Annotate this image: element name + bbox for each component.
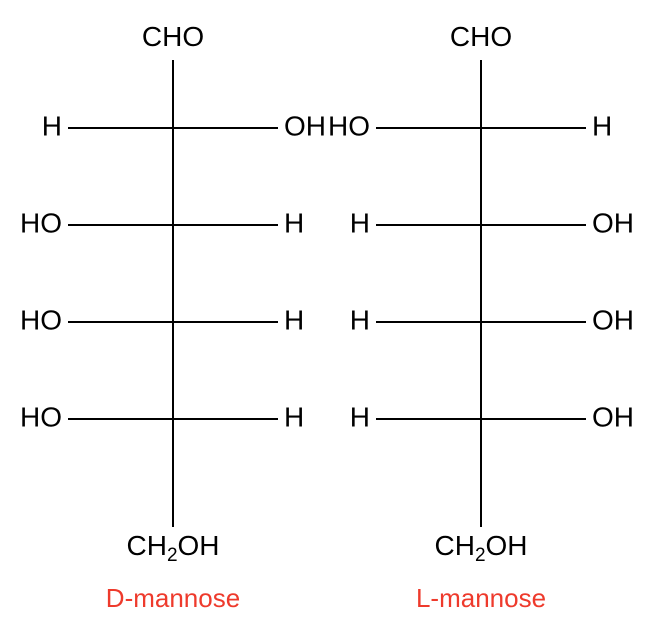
d-mannose-c2-left: H — [42, 110, 62, 141]
d-mannose-bottom-label: CH2OH — [126, 530, 219, 566]
l-mannose-c4-right: OH — [592, 304, 634, 335]
l-mannose-top-label: CHO — [450, 21, 512, 52]
l-mannose-c2-left: HO — [328, 110, 370, 141]
l-mannose-c5-left: H — [350, 401, 370, 432]
l-mannose-bottom-label: CH2OH — [434, 530, 527, 566]
d-mannose-c5-right: H — [284, 401, 304, 432]
d-mannose-c2-right: OH — [284, 110, 326, 141]
l-mannose-name: L-mannose — [416, 583, 546, 613]
l-mannose-c2-right: H — [592, 110, 612, 141]
d-mannose-c5-left: HO — [20, 401, 62, 432]
d-mannose-c4-right: H — [284, 304, 304, 335]
fischer-diagram: CHOHOHHOHHOHHOHCH2OHD-mannoseCHOHOHHOHHO… — [0, 0, 654, 636]
l-mannose-c3-left: H — [350, 207, 370, 238]
d-mannose-name: D-mannose — [106, 583, 240, 613]
l-mannose-c5-right: OH — [592, 401, 634, 432]
d-mannose-top-label: CHO — [142, 21, 204, 52]
d-mannose-c3-left: HO — [20, 207, 62, 238]
d-mannose-c4-left: HO — [20, 304, 62, 335]
l-mannose-c4-left: H — [350, 304, 370, 335]
d-mannose-c3-right: H — [284, 207, 304, 238]
l-mannose-c3-right: OH — [592, 207, 634, 238]
